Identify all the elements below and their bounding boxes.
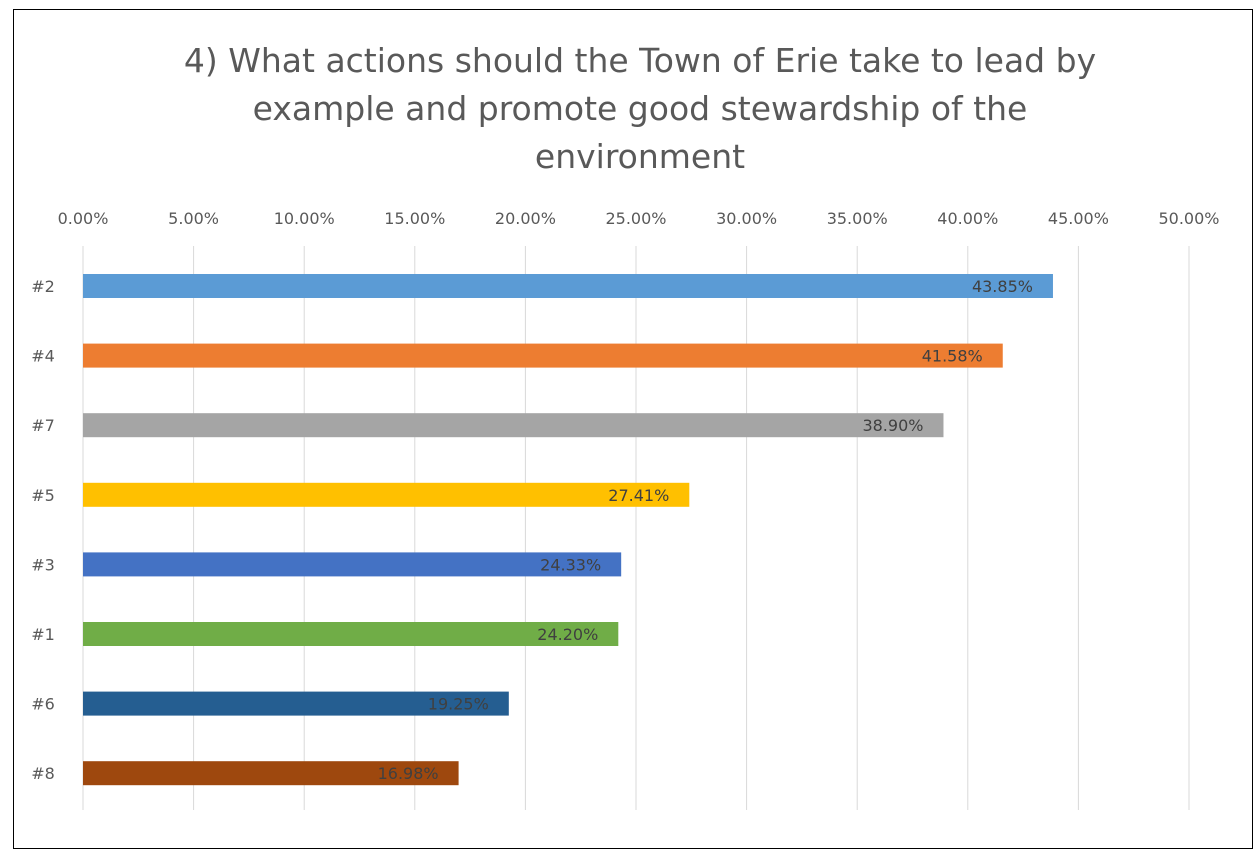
category-label: #5 (31, 486, 55, 505)
x-tick-label: 25.00% (605, 209, 666, 228)
data-labels: 43.85% 41.58% 38.90% 27.41% 24.33% 24.20% 19.2… (378, 277, 1033, 783)
category-label: #6 (31, 695, 55, 714)
x-tick-label: 50.00% (1158, 209, 1219, 228)
data-label: 16.98% (378, 764, 439, 783)
bar (83, 622, 619, 646)
x-axis-ticks: 0.00% 5.00% 10.00% 15.00% 20.00% 25.00% 30.00%… (58, 209, 1220, 228)
x-tick-label: 45.00% (1048, 209, 1109, 228)
data-label: 19.25% (428, 695, 489, 714)
bar (83, 413, 944, 438)
category-label: #3 (31, 555, 55, 574)
category-label: #2 (31, 277, 55, 296)
bar (83, 552, 622, 577)
chart-title: 4) What actions should the Town of Erie … (183, 41, 1097, 176)
data-label: 24.33% (540, 555, 601, 574)
bar (83, 274, 1053, 298)
gridlines (82, 246, 1190, 810)
x-tick-label: 30.00% (716, 209, 777, 228)
x-tick-label: 5.00% (168, 209, 219, 228)
bars (83, 274, 1053, 786)
bar (83, 343, 1003, 368)
bar (83, 761, 459, 786)
x-tick-label: 40.00% (937, 209, 998, 228)
x-tick-label: 15.00% (384, 209, 445, 228)
x-tick-label: 10.00% (274, 209, 335, 228)
bar (83, 691, 509, 716)
x-tick-label: 0.00% (58, 209, 109, 228)
data-label: 38.90% (862, 416, 923, 435)
data-label: 43.85% (972, 277, 1033, 296)
category-labels: #2 #4 #7 #5 #3 #1 #6 #8 (31, 277, 55, 783)
x-tick-label: 20.00% (495, 209, 556, 228)
data-label: 27.41% (608, 486, 669, 505)
bar (83, 482, 690, 507)
data-label: 41.58% (922, 347, 983, 366)
category-label: #4 (31, 347, 55, 366)
data-label: 24.20% (537, 625, 598, 644)
x-tick-label: 35.00% (827, 209, 888, 228)
category-label: #8 (31, 764, 55, 783)
category-label: #1 (31, 625, 55, 644)
category-label: #7 (31, 416, 55, 435)
